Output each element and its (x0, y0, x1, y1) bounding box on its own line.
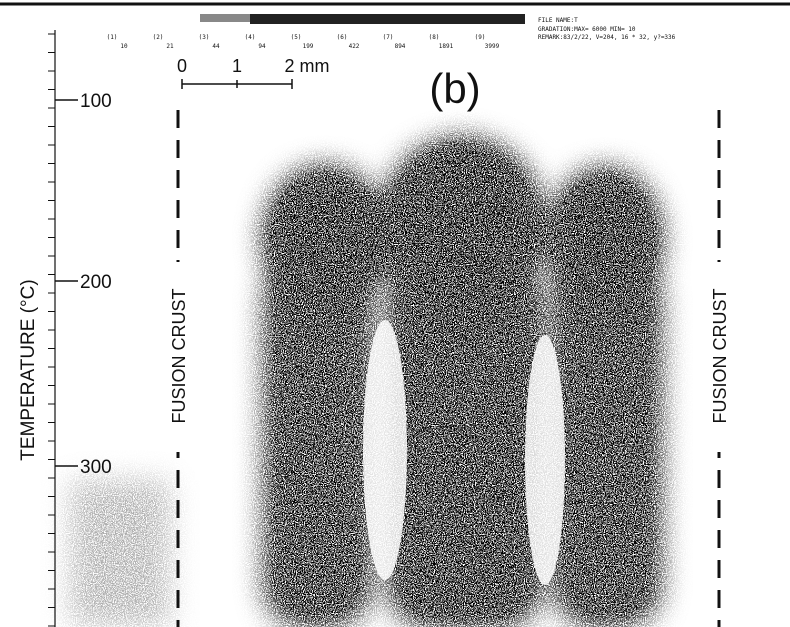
scale-index: (2) (153, 34, 164, 41)
fusion-crust-label: FUSION CRUST (710, 288, 730, 423)
scale-value: 422 (349, 43, 360, 50)
scale-index: (8) (429, 34, 440, 41)
scale-index: (6) (337, 34, 348, 41)
scale-value: 94 (258, 43, 266, 50)
fusion-crust-label: FUSION CRUST (169, 288, 189, 423)
axis-title: TEMPERATURE (°C) (18, 279, 39, 460)
gap (525, 335, 565, 585)
scale-value: 199 (303, 43, 314, 50)
scale-value: 44 (212, 43, 220, 50)
scale-value: 10 (120, 43, 128, 50)
scale-value: 894 (395, 43, 406, 50)
gray-scale-dark (250, 14, 525, 24)
gradation: GRADATION:MAX= 6000 MIN= 10 (538, 26, 636, 33)
scale-value: 21 (166, 43, 174, 50)
scale-label: 2 mm (285, 56, 330, 76)
temperature-label: 300 (80, 457, 112, 478)
remark: REMARK:83/2/22, V=204, 16 * 32, y?=336 (538, 34, 676, 41)
gap (363, 320, 407, 580)
scale-value: 3999 (485, 43, 500, 50)
scale-bar (181, 79, 293, 89)
temperature-label: 100 (80, 91, 112, 112)
file-name: FILE NAME:T (538, 17, 578, 24)
scale-legend: (1)10 (2)21 (3)44 (4)94 (5)199 (6)422 (7)894 (8… (107, 34, 500, 50)
temperature-ticks: 100 200 300 (55, 91, 112, 478)
panel-label: (b) (429, 65, 480, 112)
label-bg (707, 262, 731, 452)
scale-index: (5) (291, 34, 302, 41)
scale-label: 1 (232, 56, 242, 76)
label-bg (166, 262, 190, 452)
scale-value: 1891 (439, 43, 454, 50)
scale-index: (9) (475, 34, 486, 41)
scale-label: 0 (177, 56, 187, 76)
ruler-ticks (48, 33, 55, 627)
temperature-label: 200 (80, 272, 112, 293)
scale-index: (1) (107, 34, 118, 41)
scale-index: (3) (199, 34, 210, 41)
gray-scale-light (200, 14, 250, 22)
scale-index: (7) (383, 34, 394, 41)
scale-index: (4) (245, 34, 256, 41)
